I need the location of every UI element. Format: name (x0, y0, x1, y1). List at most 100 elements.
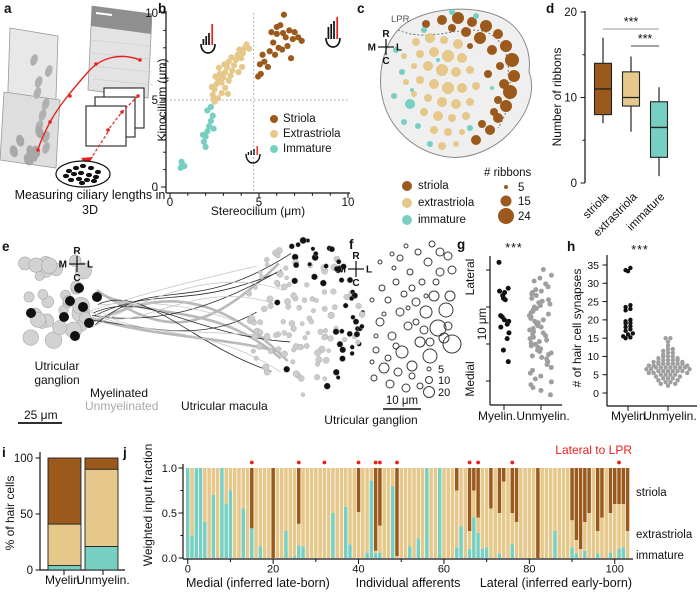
svg-text:0.5: 0.5 (162, 508, 177, 520)
svg-text:15: 15 (587, 333, 599, 345)
immature-swatch-icon (270, 144, 278, 153)
svg-text:20: 20 (267, 564, 279, 576)
svg-text:25: 25 (587, 296, 599, 308)
svg-text:R: R (382, 29, 390, 40)
e-unmyelinated-label: Unmyelinated (85, 399, 159, 413)
h-tick-myelin: Myelin. (610, 409, 650, 423)
c-legend-striola-label: striola (418, 179, 449, 192)
e-myelinated-label: Myelinated (90, 386, 149, 400)
e-macula-label: Utricular macula (181, 399, 268, 413)
svg-text:***: *** (624, 15, 639, 29)
g-medial-label: Medial (462, 361, 477, 397)
svg-text:40: 40 (352, 564, 364, 576)
extrastriola-swatch-icon (270, 129, 278, 138)
e-ganglion-label: Utricular ganglion (34, 359, 80, 388)
e-scalebar-label: 25 μm (24, 408, 58, 422)
i-tick-myelin: Myelin. (44, 573, 84, 587)
c-legend-extrastriola-label: extrastriola (418, 196, 475, 209)
g-lateral-label: Lateral (462, 258, 477, 296)
j-right-label-extrastriola: extrastriola (636, 529, 693, 541)
b-legend-striola-label: Striola (283, 112, 316, 125)
svg-text:5: 5 (152, 95, 158, 107)
b-legend-immature: Immature (270, 141, 341, 156)
svg-text:L: L (396, 43, 402, 54)
panel-label-a: a (4, 1, 12, 16)
panel-label-b: b (158, 1, 167, 16)
j-right-label-striola: striola (636, 487, 667, 499)
panel-label-h: h (567, 239, 576, 254)
svg-text:10: 10 (342, 197, 355, 209)
h-significance: *** (631, 243, 649, 257)
svg-text:20: 20 (587, 315, 599, 327)
svg-text:80: 80 (523, 564, 535, 576)
svg-text:L: L (87, 260, 93, 271)
svg-text:10: 10 (587, 351, 599, 363)
j-lpr-annotation: Lateral to LPR (555, 443, 632, 457)
svg-text:M: M (368, 43, 376, 54)
panel-label-e: e (2, 239, 10, 254)
svg-text:30: 30 (587, 278, 599, 290)
b-y-axis-label: Kinocilium (μm) (154, 58, 169, 142)
c-legend-immature: immature (402, 211, 474, 228)
c-legend-striola: striola (402, 177, 474, 194)
svg-text:C: C (352, 278, 359, 289)
h-tick-unmyelin: Unmyelin. (643, 409, 697, 423)
svg-text:10: 10 (564, 93, 577, 105)
j-x-label-lateral: Lateral (inferred early-born) (479, 576, 632, 590)
panel-a-caption: Measuring ciliary lengths in 3D (14, 188, 166, 217)
h-y-axis-label: # of hair cell synapses (569, 268, 584, 388)
svg-text:C: C (73, 273, 80, 284)
svg-text:0: 0 (593, 388, 599, 400)
svg-text:M: M (59, 260, 67, 271)
svg-text:M: M (338, 265, 346, 276)
svg-text:100: 100 (606, 564, 624, 576)
svg-text:0: 0 (185, 564, 191, 576)
b-legend: Striola Extrastriola Immature (270, 111, 341, 156)
svg-text:0: 0 (152, 182, 158, 194)
svg-text:24: 24 (518, 211, 531, 223)
svg-text:L: L (366, 265, 372, 276)
j-x-label-medial: Medial (inferred late-born) (186, 576, 330, 590)
svg-text:10: 10 (145, 8, 158, 20)
svg-text:10: 10 (438, 375, 450, 387)
svg-text:R: R (73, 246, 81, 257)
g-tick-myelin: Myelin. (477, 409, 517, 423)
svg-text:60: 60 (438, 564, 450, 576)
f-title: Utricular ganglion (324, 413, 418, 427)
i-y-axis-label: % of hair cells (2, 475, 17, 551)
panel-label-c: c (357, 1, 365, 16)
c-legend: striola extrastriola immature (402, 177, 474, 228)
svg-text:5: 5 (256, 197, 262, 209)
svg-text:5: 5 (593, 370, 599, 382)
c-size-legend-title: # ribbons (484, 167, 532, 179)
i-tick-unmyelin: Unmyelin. (76, 573, 130, 587)
panel-label-i: i (2, 445, 6, 460)
d-y-axis-label: Number of ribbons (549, 47, 564, 147)
b-legend-immature-label: Immature (283, 142, 332, 155)
svg-text:5: 5 (518, 182, 524, 194)
j-y-axis-label: Weighted input fraction (140, 443, 155, 567)
svg-text:0: 0 (167, 197, 173, 209)
striola-swatch-icon (270, 114, 278, 123)
panel-label-g: g (457, 237, 466, 252)
c-lpr-label: LPR (391, 14, 410, 25)
g-scale-label: 10 μm (477, 307, 490, 341)
svg-text:35: 35 (587, 260, 599, 272)
svg-text:20: 20 (564, 7, 577, 19)
svg-text:C: C (382, 56, 389, 67)
extrastriola-swatch-icon (402, 197, 412, 208)
immature-swatch-icon (402, 214, 412, 225)
svg-text:5: 5 (438, 364, 444, 376)
svg-text:***: *** (638, 32, 653, 46)
g-tick-unmyelin: Unmyelin. (516, 409, 570, 423)
j-x-label-center: Individual afferents (355, 576, 461, 590)
b-x-axis-label: Stereocilium (μm) (210, 204, 306, 218)
b-legend-extrastriola-label: Extrastriola (283, 127, 341, 140)
svg-text:15: 15 (518, 196, 531, 208)
svg-text:1.0: 1.0 (162, 463, 177, 475)
j-right-label-immature: immature (636, 550, 684, 562)
striola-swatch-icon (402, 180, 412, 191)
g-significance: *** (505, 241, 523, 255)
